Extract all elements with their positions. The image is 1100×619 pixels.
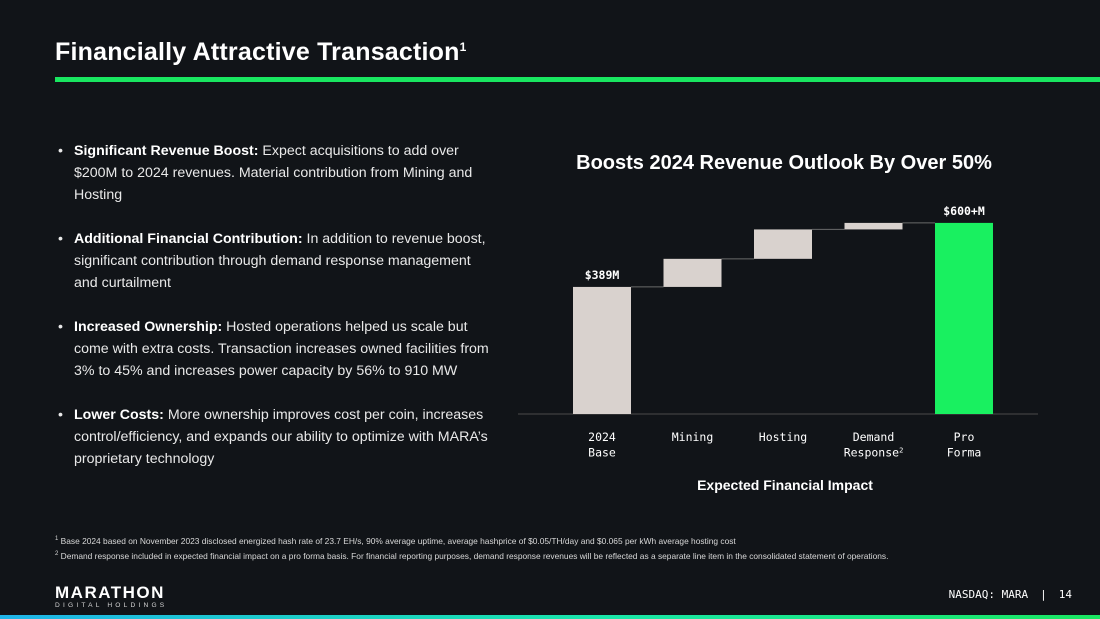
chart-caption: Expected Financial Impact bbox=[697, 477, 873, 493]
bullet-lower-costs: • Lower Costs: More ownership improves c… bbox=[58, 404, 498, 470]
x-tick-label: Mining bbox=[672, 430, 714, 444]
bullet-dot-icon: • bbox=[58, 143, 63, 159]
chart-title: Boosts 2024 Revenue Outlook By Over 50% bbox=[576, 152, 992, 174]
footnote-2: 2 Demand response included in expected f… bbox=[55, 551, 889, 561]
bar-mining bbox=[663, 258, 722, 287]
bullet-revenue-boost: • Significant Revenue Boost: Expect acqu… bbox=[58, 140, 498, 206]
title-divider bbox=[55, 77, 1100, 82]
bottom-gradient-bar bbox=[0, 615, 1100, 619]
bar-hosting bbox=[754, 229, 812, 259]
bullet-dot-icon: • bbox=[58, 231, 63, 247]
bullet-dot-icon: • bbox=[58, 319, 63, 335]
data-label: $389M bbox=[585, 268, 620, 282]
bar-pro-forma bbox=[935, 222, 993, 414]
page-number: 14 bbox=[1058, 588, 1072, 601]
bullet-list: • Significant Revenue Boost: Expect acqu… bbox=[58, 140, 498, 492]
waterfall-chart: $389M $600+M 2024 Base Mining Hosting Demand Re… bbox=[518, 204, 1038, 460]
x-tick-label: Hosting bbox=[759, 430, 807, 444]
ticker-label: NASDAQ: MARA bbox=[948, 588, 1029, 601]
x-tick-label: Demand Response2 bbox=[844, 430, 904, 460]
data-label: $600+M bbox=[943, 204, 985, 218]
footnotes: 1 Base 2024 based on November 2023 discl… bbox=[55, 536, 1095, 566]
x-tick-label: Pro Forma bbox=[947, 430, 982, 460]
bar-2024-base bbox=[573, 286, 631, 414]
page-title: Financially Attractive Transaction1 bbox=[55, 38, 467, 66]
marathon-logo: MARATHON DIGITAL HOLDINGS bbox=[55, 583, 168, 609]
bar-demand-response bbox=[844, 222, 903, 230]
bullet-dot-icon: • bbox=[58, 407, 63, 423]
bullet-financial-contribution: • Additional Financial Contribution: In … bbox=[58, 228, 498, 294]
x-tick-label: 2024 Base bbox=[588, 430, 616, 460]
footer-separator: | bbox=[1040, 588, 1047, 601]
bullet-increased-ownership: • Increased Ownership: Hosted operations… bbox=[58, 316, 498, 382]
page-reference: NASDAQ: MARA | 14 bbox=[949, 588, 1072, 601]
footnote-1: 1 Base 2024 based on November 2023 discl… bbox=[55, 536, 736, 546]
